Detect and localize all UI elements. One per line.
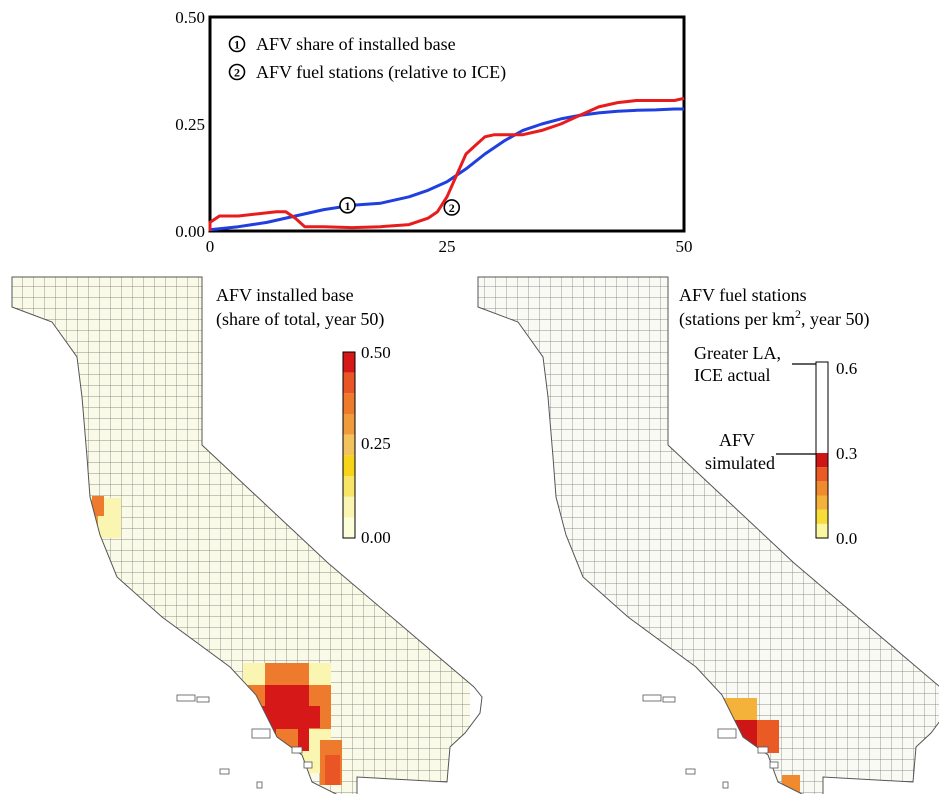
island <box>643 695 661 701</box>
colorbar-segment <box>343 517 355 538</box>
colorbar-segment <box>816 453 828 467</box>
map-subtitle-part: (stations per km <box>679 309 795 330</box>
colorbar <box>816 362 828 538</box>
colorbar-segment <box>816 481 828 495</box>
reference-label: ICE actual <box>694 365 770 385</box>
map-title: AFV installed base <box>216 285 354 305</box>
colorbar-segment <box>816 524 828 538</box>
reference-label: AFV <box>719 430 755 450</box>
map-grid <box>0 260 470 794</box>
colorbar-tick-label: 0.00 <box>361 528 391 547</box>
colorbar-segment <box>816 467 828 481</box>
colorbar-segment <box>343 393 355 414</box>
island <box>723 782 728 788</box>
island <box>304 762 312 768</box>
map-title: AFV fuel stations <box>679 285 807 305</box>
hotspot-cell <box>254 706 320 728</box>
island <box>718 729 736 738</box>
legend-marker-label: 2 <box>234 66 240 80</box>
island <box>758 747 768 753</box>
colorbar-tick-label: 0.3 <box>836 444 857 463</box>
island <box>770 762 778 768</box>
colorbar-segment <box>343 414 355 435</box>
x-tick-label: 25 <box>439 237 456 256</box>
colorbar-tick-label: 0.6 <box>836 359 857 378</box>
island <box>252 729 270 738</box>
y-tick-label: 0.50 <box>175 8 205 27</box>
hotspot-cell <box>782 775 800 793</box>
hotspot-cell <box>546 504 554 522</box>
reference-label: simulated <box>705 453 775 473</box>
colorbar-tick-label: 0.25 <box>361 434 391 453</box>
legend-label: AFV share of installed base <box>256 34 456 54</box>
colorbar-tick-labels: 0.6 0.3 0.0 <box>836 359 857 548</box>
y-tick-label: 0.00 <box>175 222 205 241</box>
x-tick-label: 50 <box>676 237 693 256</box>
colorbar-segment <box>343 435 355 456</box>
x-tick-labels: 0 25 50 <box>206 237 693 256</box>
series-marker-label: 1 <box>344 199 350 213</box>
x-tick-label: 0 <box>206 237 215 256</box>
island <box>177 695 195 701</box>
island <box>663 697 675 702</box>
colorbar-tick-labels: 0.50 0.25 0.00 <box>361 343 391 547</box>
line-chart: 0.00 0.25 0.50 0 25 50 1 2 1 AFV share of inst… <box>175 8 692 256</box>
island <box>686 769 695 774</box>
colorbar-segment <box>343 497 355 518</box>
colorbar-segment <box>816 362 828 453</box>
colorbar-segment <box>816 496 828 510</box>
legend-label: AFV fuel stations (relative to ICE) <box>256 62 506 83</box>
map-grid <box>470 260 939 794</box>
y-tick-labels: 0.00 0.25 0.50 <box>175 8 205 241</box>
colorbar-segment <box>816 510 828 524</box>
colorbar-segment <box>343 352 355 373</box>
map-installed-base: AFV installed base (share of total, year… <box>0 260 482 794</box>
island <box>220 769 229 774</box>
map-fuel-stations: AFV fuel stations (stations per km2, yea… <box>470 260 939 794</box>
island <box>257 782 262 788</box>
y-tick-label: 0.25 <box>175 115 205 134</box>
island <box>197 697 209 702</box>
colorbar <box>343 352 355 538</box>
colorbar-segment <box>343 373 355 394</box>
series-marker-label: 2 <box>449 201 455 215</box>
hotspot-cell <box>542 498 556 534</box>
map-subtitle: (stations per km2, year 50) <box>679 307 869 330</box>
map-subtitle: (share of total, year 50) <box>216 309 384 330</box>
hotspot-cell <box>325 755 340 785</box>
colorbar-tick-label: 0.0 <box>836 529 857 548</box>
colorbar-segment <box>343 476 355 497</box>
colorbar-tick-label: 0.50 <box>361 343 391 362</box>
legend-marker-label: 1 <box>234 38 240 52</box>
colorbar-segment <box>343 455 355 476</box>
reference-label: Greater LA, <box>694 343 781 363</box>
hotspot-cell <box>265 663 309 685</box>
island <box>292 747 302 753</box>
map-subtitle-part: , year 50) <box>801 309 869 330</box>
